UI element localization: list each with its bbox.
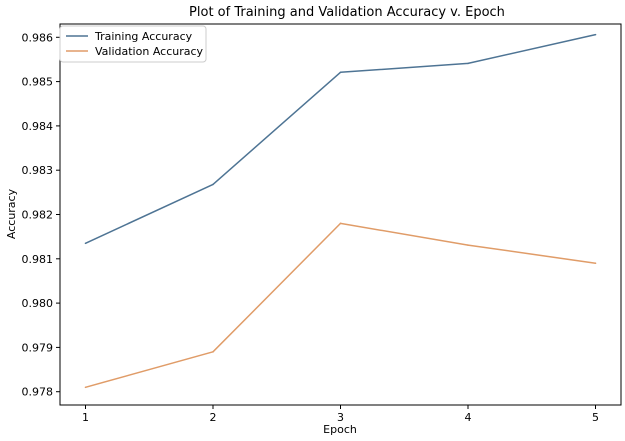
y-axis-label: Accuracy: [5, 188, 18, 239]
y-tick-label: 0.983: [22, 164, 54, 177]
data-point: [212, 183, 214, 186]
x-tick-label: 5: [592, 411, 599, 424]
legend-box: [59, 25, 207, 63]
data-point: [467, 244, 469, 246]
plot-frame: [59, 23, 622, 406]
x-tick-label: 2: [210, 411, 217, 424]
x-axis: 1 2 3 4 5: [82, 405, 599, 424]
legend-label: Validation Accuracy: [95, 45, 204, 58]
y-tick-label: 0.985: [22, 76, 54, 89]
legend: Training Accuracy Validation Accuracy: [59, 25, 207, 63]
data-point: [467, 62, 469, 65]
chart-title: Plot of Training and Validation Accuracy…: [189, 5, 505, 20]
y-tick-label: 0.978: [22, 386, 54, 399]
y-tick-label: 0.982: [22, 209, 54, 222]
data-point: [594, 262, 597, 265]
legend-label: Training Accuracy: [94, 30, 193, 43]
data-point: [339, 222, 342, 225]
data-point: [594, 33, 597, 36]
x-tick-label: 1: [82, 411, 89, 424]
series-layer: [84, 33, 597, 389]
y-tick-label: 0.981: [22, 253, 54, 266]
data-point: [84, 386, 87, 389]
y-tick-label: 0.980: [22, 297, 54, 310]
data-point: [84, 242, 87, 245]
y-tick-label: 0.986: [22, 31, 54, 44]
x-axis-label: Epoch: [323, 423, 357, 436]
series-line-training: [85, 33, 596, 244]
series-line-validation: [85, 222, 596, 389]
y-axis: 0.978 0.979 0.980 0.981 0.982 0.983 0.984 0.985…: [22, 31, 60, 399]
y-tick-label: 0.979: [22, 341, 54, 354]
x-tick-label: 4: [465, 411, 472, 424]
data-point: [339, 71, 342, 74]
x-tick-label: 3: [337, 411, 344, 424]
y-tick-label: 0.984: [22, 120, 54, 133]
data-point: [212, 351, 214, 353]
